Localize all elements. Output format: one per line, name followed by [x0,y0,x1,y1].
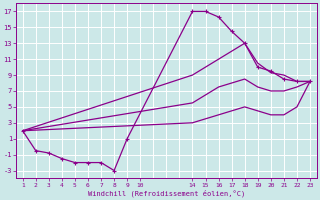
X-axis label: Windchill (Refroidissement éolien,°C): Windchill (Refroidissement éolien,°C) [88,189,245,197]
